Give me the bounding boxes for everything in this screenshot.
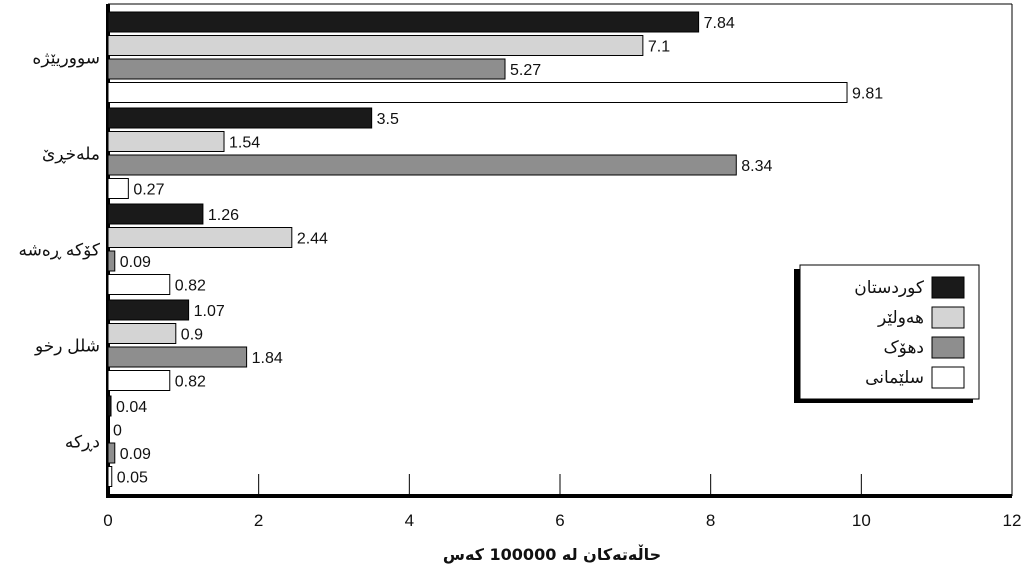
x-tick-label: 8 [706, 511, 715, 530]
bar [107, 35, 644, 56]
x-tick-label: 4 [405, 511, 414, 530]
data-label: 0.04 [116, 399, 147, 416]
bar [107, 442, 116, 464]
bar [107, 131, 225, 152]
bar [107, 178, 129, 199]
legend-swatch [931, 276, 965, 299]
data-label: 0.9 [181, 327, 203, 344]
legend-swatch [931, 306, 965, 329]
data-label: 0.27 [133, 182, 164, 199]
bar [107, 346, 248, 368]
data-label: 9.81 [852, 86, 883, 103]
x-tick-label: 12 [1003, 511, 1022, 530]
bar [107, 11, 700, 33]
value-labels: 7.84 7.1 5.27 9.81 3.5 1.54 8.34 0.27 1.26 2.44 0.… [113, 15, 883, 487]
data-label: 0.09 [120, 446, 151, 463]
x-tick-label: 0 [103, 511, 112, 530]
data-label: 7.84 [704, 15, 735, 32]
data-label: 1.07 [194, 303, 225, 320]
data-label: 0 [113, 423, 122, 440]
bar [107, 370, 171, 391]
bar [107, 250, 116, 272]
bar [107, 58, 506, 80]
data-label: 1.54 [229, 135, 260, 152]
x-axis: 0 2 4 6 8 10 12 [103, 474, 1021, 530]
bar [107, 203, 204, 225]
data-label: 2.44 [297, 231, 328, 248]
bar [107, 419, 110, 440]
data-label: 0.09 [120, 254, 151, 271]
category-label: ملەخڕێ [42, 144, 100, 163]
x-tick-label: 6 [555, 511, 564, 530]
data-label: 0.82 [175, 374, 206, 391]
data-label: 0.05 [117, 470, 148, 487]
x-tick-label: 2 [254, 511, 263, 530]
bar [107, 227, 293, 248]
legend-label: دهۆک [883, 338, 924, 357]
legend-label: هەولێر [877, 308, 924, 327]
legend: کوردستان هەولێر دهۆک سلێمانی [794, 264, 980, 403]
bar [107, 154, 737, 176]
data-label: 1.84 [252, 350, 283, 367]
x-axis-label: حاڵەتەکان لە 100000 کەس [443, 544, 661, 564]
bar [107, 82, 848, 103]
bar [107, 107, 373, 129]
bars [107, 11, 848, 487]
category-label: دڕکە [65, 432, 100, 451]
data-label: 3.5 [377, 111, 399, 128]
category-label: شلل رخو [34, 336, 100, 355]
data-label: 1.26 [208, 207, 239, 224]
data-label: 5.27 [510, 62, 541, 79]
bar [107, 274, 171, 295]
data-label: 7.1 [648, 39, 670, 56]
category-label: کۆکە ڕەشە [19, 240, 101, 259]
data-label: 0.82 [175, 278, 206, 295]
legend-label: سلێمانی [865, 368, 924, 387]
data-label: 8.34 [741, 158, 772, 175]
legend-label: کوردستان [854, 278, 925, 297]
category-label: سووریێژە [32, 48, 100, 67]
legend-swatch [931, 336, 965, 359]
bar [107, 395, 112, 417]
legend-swatch [931, 366, 965, 389]
category-labels: سووریێژە ملەخڕێ کۆکە ڕەشە شلل رخو دڕکە [19, 48, 101, 451]
x-tick-label: 10 [852, 511, 871, 530]
bar [107, 323, 177, 344]
bar [107, 466, 113, 487]
bar [107, 299, 190, 321]
